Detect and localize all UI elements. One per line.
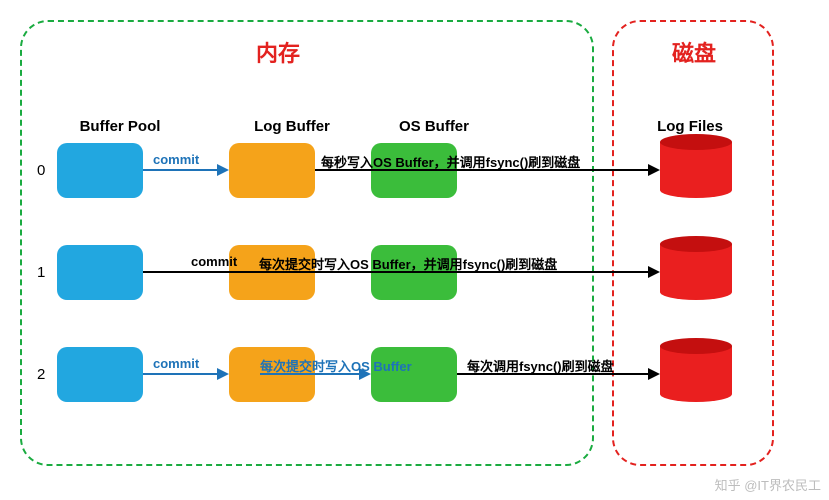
row2-right-desc: 每次调用fsync()刷到磁盘 — [467, 356, 614, 375]
arrow-commit-2-head — [217, 368, 229, 380]
row2-left-desc: 每次提交时写入OS Buffer — [260, 356, 412, 375]
row-label-0: 0 — [37, 162, 45, 179]
header-log-buffer: Log Buffer — [232, 118, 352, 135]
row-label-2: 2 — [37, 366, 45, 383]
arrow-row1-head — [648, 266, 660, 278]
log-file-cylinder-2 — [660, 338, 732, 410]
arrow-commit-0-head — [217, 164, 229, 176]
row1-desc: 每次提交时写入OS Buffer，并调用fsync()刷到磁盘 — [259, 254, 557, 273]
commit-label-2: commit — [153, 356, 199, 371]
commit-label-0: commit — [153, 152, 199, 167]
buffer-pool-block-1 — [57, 245, 143, 300]
memory-title: 内存 — [256, 36, 300, 68]
log-buffer-block-0 — [229, 143, 315, 198]
commit-label-1: commit — [191, 254, 237, 269]
buffer-pool-block-0 — [57, 143, 143, 198]
log-file-cylinder-1 — [660, 236, 732, 308]
buffer-pool-block-2 — [57, 347, 143, 402]
watermark: 知乎 @IT界农民工 — [715, 475, 821, 494]
header-os-buffer: OS Buffer — [374, 118, 494, 135]
arrow-commit-2-line — [143, 373, 219, 375]
log-file-cylinder-0 — [660, 134, 732, 206]
row-label-1: 1 — [37, 264, 45, 281]
arrow-fsync-0-head — [648, 164, 660, 176]
disk-title: 磁盘 — [672, 36, 716, 68]
header-buffer-pool: Buffer Pool — [60, 118, 180, 135]
row0-desc: 每秒写入OS Buffer，并调用fsync()刷到磁盘 — [321, 152, 580, 171]
header-log-files: Log Files — [630, 118, 750, 135]
arrow-commit-0-line — [143, 169, 219, 171]
arrow-fsync-2-head — [648, 368, 660, 380]
